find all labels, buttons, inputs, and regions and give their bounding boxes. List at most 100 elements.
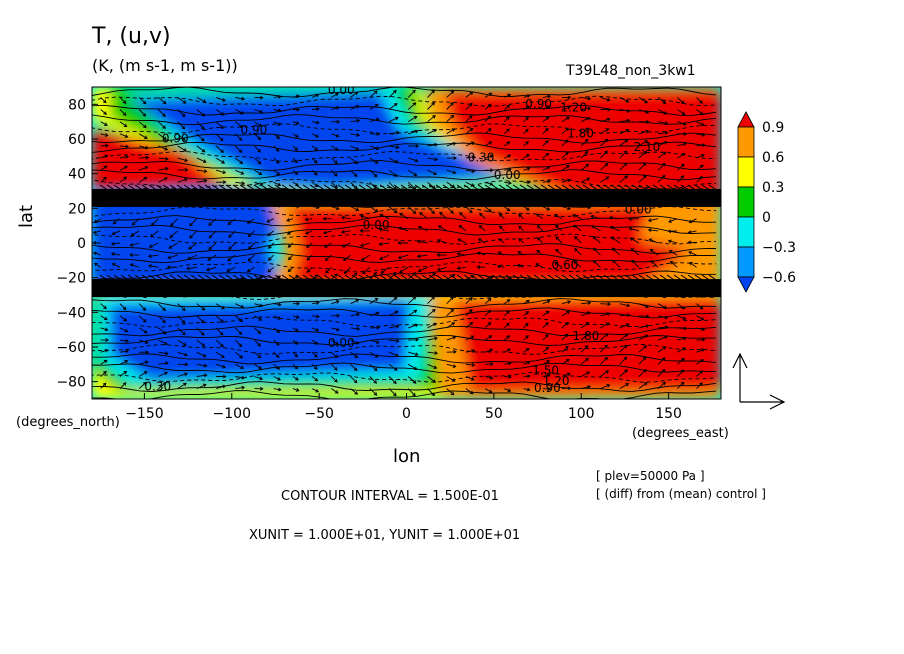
wind-vector: [254, 339, 261, 347]
vector-band-arrow: [267, 274, 275, 284]
wind-vector: [196, 109, 206, 117]
wind-vector: [504, 141, 511, 147]
wind-vector: [542, 206, 551, 211]
wind-vector: [323, 242, 332, 248]
contour-line: [92, 224, 717, 236]
wind-vector: [446, 376, 456, 382]
wind-vector: [138, 121, 147, 129]
wind-vector: [311, 351, 318, 358]
wind-vector: [657, 303, 668, 309]
wind-vector: [591, 225, 601, 232]
wind-vector: [484, 321, 492, 329]
vector-band-arrow: [218, 274, 226, 284]
wind-vector: [235, 363, 245, 370]
wind-vector: [638, 334, 649, 341]
wind-vector: [158, 339, 168, 345]
vector-band-arrow: [246, 274, 254, 284]
wind-vector: [504, 104, 511, 110]
wind-vector: [619, 383, 630, 389]
wind-vector: [205, 266, 217, 272]
contour-line: [92, 252, 717, 264]
vector-band-arrow: [575, 184, 583, 194]
wind-vector: [542, 139, 549, 147]
wind-vector: [342, 254, 351, 262]
wind-vector: [369, 117, 380, 123]
wind-vector: [169, 230, 178, 239]
wind-vector: [350, 145, 360, 151]
wind-vector: [273, 387, 282, 392]
wind-vector: [696, 303, 704, 310]
vector-band-arrow: [547, 274, 555, 284]
wind-vector: [369, 157, 379, 164]
wind-vector: [267, 254, 275, 261]
wind-vector: [292, 169, 299, 175]
wind-vector: [287, 242, 294, 248]
vector-band-arrow: [561, 274, 569, 284]
x-tick-label: 150: [655, 406, 682, 422]
vector-band-arrow: [491, 274, 499, 284]
wind-vector: [407, 388, 416, 397]
vector-band-arrow: [323, 184, 331, 194]
wind-vector: [612, 259, 621, 268]
wind-vector: [657, 357, 666, 365]
vector-band-arrow: [617, 184, 625, 194]
wind-vector: [446, 128, 456, 135]
vector-band-arrow: [505, 184, 513, 194]
wind-vector: [235, 351, 244, 359]
wind-vector: [638, 314, 650, 319]
vector-band-arrow: [554, 274, 562, 284]
wind-vector: [465, 102, 473, 110]
wind-vector: [388, 169, 398, 177]
wind-vector: [484, 115, 492, 123]
contour-label: 1.50: [573, 192, 600, 206]
wind-vector: [196, 97, 207, 103]
vector-band-arrow: [568, 184, 576, 194]
wind-vector: [158, 97, 167, 105]
wind-vector: [331, 119, 341, 124]
wind-vector: [476, 265, 486, 269]
vector-band-arrow: [561, 184, 569, 194]
vector-band-arrow: [190, 274, 198, 284]
wind-vector: [677, 152, 686, 159]
wind-vector: [689, 262, 697, 268]
wind-vector: [207, 254, 217, 261]
wind-vector: [542, 373, 551, 378]
wind-vector: [129, 242, 140, 247]
wind-vector: [311, 169, 318, 176]
wind-vector: [306, 242, 313, 248]
vector-band-arrow: [309, 274, 317, 284]
wind-vector: [254, 145, 261, 153]
wind-vector: [100, 348, 109, 353]
vector-band-arrow: [351, 274, 359, 284]
vector-band-arrow: [225, 184, 233, 194]
wind-vector: [580, 138, 589, 147]
wind-vector: [246, 218, 255, 224]
wind-vector: [600, 176, 610, 183]
wind-vector: [93, 218, 101, 223]
wind-vector: [676, 381, 685, 389]
wind-vector: [331, 157, 338, 164]
wind-vector: [503, 322, 510, 329]
wind-vector: [497, 251, 505, 256]
colorbar-tick-label: 0.3: [762, 180, 784, 196]
wind-vector: [187, 254, 197, 261]
vector-band-arrow: [113, 274, 121, 284]
wind-vector: [561, 151, 569, 159]
wind-vector: [170, 218, 178, 227]
wind-vector: [427, 351, 439, 355]
wind-vector: [215, 133, 224, 142]
wind-vector: [138, 381, 147, 389]
wind-vector: [518, 225, 524, 232]
wind-vector: [504, 181, 512, 185]
wind-vector: [158, 177, 168, 183]
vector-band-arrow: [225, 274, 233, 284]
wind-vector: [311, 363, 318, 370]
vector-band-arrow: [519, 184, 527, 194]
wind-vector: [235, 375, 246, 380]
wind-vector: [254, 376, 264, 381]
wind-vector: [350, 157, 359, 165]
wind-vector: [677, 303, 686, 310]
wind-vector: [369, 298, 379, 305]
vector-band-arrow: [239, 184, 247, 194]
